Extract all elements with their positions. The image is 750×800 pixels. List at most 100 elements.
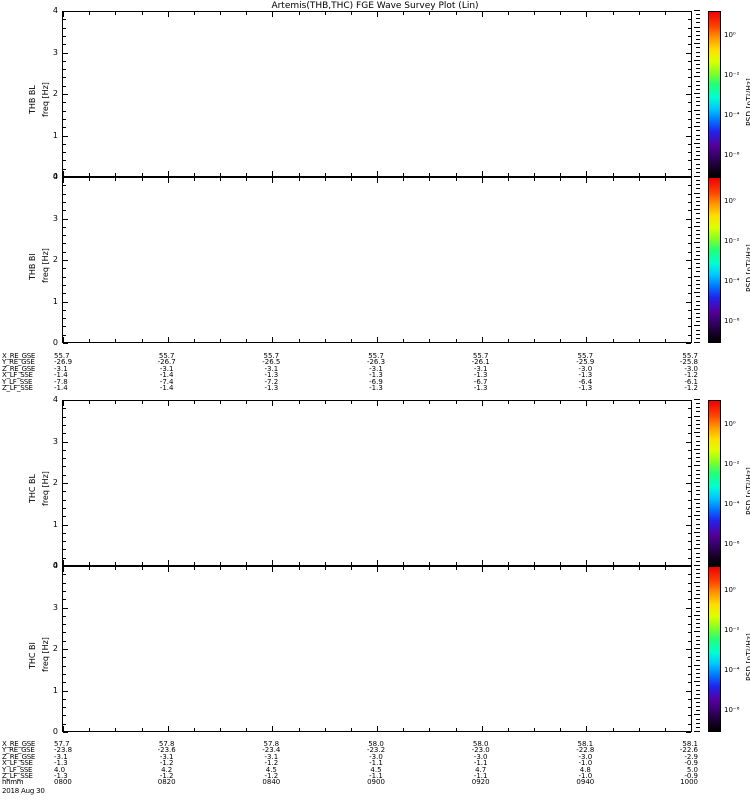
x-tick-minor-top	[324, 12, 326, 15]
x-tick-minor	[298, 728, 300, 731]
colorbar-tick-minor	[696, 39, 700, 41]
colorbar-tick-minor	[696, 155, 700, 157]
x-tick-minor	[220, 339, 221, 342]
y-tick-major-right	[686, 441, 691, 443]
y-tick-minor-right	[688, 491, 691, 493]
x-tick-minor-top	[220, 12, 221, 15]
panel-thb-bl[interactable]	[62, 11, 692, 178]
tick-label-value: -23.8	[54, 746, 73, 755]
y-tick-major	[63, 11, 68, 12]
x-tick-minor-top	[455, 12, 457, 15]
y-tick-major-right	[686, 607, 691, 609]
tick-label-value: -23.6	[157, 746, 176, 755]
colorbar-tick-minor	[696, 113, 700, 115]
tick-label-row: X_RE_GSE 55.7 55.7 55.7 55.7 55.7 55.7 55.7	[0, 352, 750, 360]
tick-label-value: -3.0	[684, 364, 698, 373]
colorbar-tick-minor	[696, 337, 700, 339]
y-tick-label: 2	[52, 644, 58, 653]
colorbar-tick-major	[694, 565, 700, 566]
x-tick-minor-top	[534, 178, 535, 181]
colorbar-tick-minor	[696, 643, 700, 645]
panel-thc-bl[interactable]	[62, 400, 692, 567]
y-tick-minor	[63, 185, 66, 187]
colorbar-tick-major	[694, 292, 700, 294]
colorbar-tick-major	[694, 448, 700, 450]
colorbar-tick-major	[694, 432, 700, 434]
y-tick-minor	[63, 491, 66, 493]
y-tick-minor-right	[688, 582, 691, 584]
tick-label-value: -1.1	[473, 771, 488, 780]
colorbar-tick-minor	[696, 419, 700, 421]
tick-label-row-name: Z_RE_GSE	[2, 364, 35, 373]
colorbar-tick-major	[694, 581, 700, 583]
y-tick-label: 3	[52, 436, 58, 446]
colorbar-tick-major	[694, 259, 700, 260]
x-tick-minor	[664, 728, 666, 731]
y-tick-minor-right	[688, 334, 691, 336]
y-tick-minor	[63, 632, 66, 634]
tick-label-value: -1.3	[473, 383, 488, 392]
tick-label-value: -6.4	[578, 377, 593, 386]
y-tick-minor-right	[688, 549, 691, 551]
tick-label-value: -1.3	[473, 371, 488, 380]
colorbar-tick-label: 10⁻⁶	[724, 316, 740, 325]
panel-thb-bi[interactable]	[62, 177, 692, 344]
x-tick-minor	[534, 339, 535, 342]
x-tick-minor-top	[298, 567, 300, 570]
colorbar-tick-minor	[696, 138, 700, 140]
colorbar-tick-major	[694, 731, 700, 732]
x-tick-minor-top	[89, 12, 91, 15]
colorbar-tick-label: 10⁰	[724, 420, 736, 429]
y-tick-minor	[63, 201, 66, 203]
y-tick-minor-right	[688, 574, 691, 576]
colorbar-tick-minor	[696, 677, 700, 679]
tick-label-value: -23.2	[366, 746, 386, 755]
x-tick-minor-top	[350, 401, 352, 404]
tick-label-value: 55.7	[263, 352, 280, 360]
y-tick-minor	[63, 549, 66, 551]
colorbar-tick-major	[694, 664, 700, 666]
colorbar-tick-minor	[696, 234, 700, 236]
y-tick-label: 1	[52, 296, 58, 306]
colorbar-tick-label: 10⁰	[724, 197, 736, 206]
x-tick-minor-top	[429, 401, 431, 404]
x-tick-minor	[141, 339, 143, 342]
x-tick-minor	[429, 173, 431, 176]
x-tick-major-top	[586, 178, 588, 183]
x-tick-minor-top	[612, 178, 614, 181]
colorbar-tick-minor	[696, 267, 700, 269]
tick-label-value: 4.0	[54, 765, 66, 774]
tick-label-value: -23.0	[471, 746, 490, 755]
x-tick-major-top	[377, 178, 378, 183]
x-tick-major	[377, 337, 378, 342]
x-tick-minor	[429, 339, 431, 342]
x-tick-major-top	[167, 567, 169, 572]
x-tick-major-top	[63, 567, 64, 572]
panel-thc-bi[interactable]	[62, 566, 692, 733]
y-tick-minor-right	[688, 624, 691, 626]
y-tick-minor	[63, 582, 66, 584]
tick-label-value: -6.7	[473, 377, 488, 386]
colorbar-tick-minor	[696, 229, 700, 231]
y-tick-label: 4	[52, 561, 58, 570]
x-tick-major-top	[377, 401, 378, 406]
colorbar-tick-major	[694, 225, 700, 227]
tick-label-row-name: Y_LF_SSE	[2, 765, 33, 774]
colorbar-tick-major	[694, 342, 700, 343]
tick-label-row: hhmm 0800 0820 0840 0900 0920 0940 1000	[0, 779, 750, 786]
colorbar-tick-major	[694, 399, 700, 400]
x-tick-minor	[89, 562, 91, 565]
x-tick-minor-top	[664, 12, 666, 15]
x-tick-minor	[89, 339, 91, 342]
x-tick-major	[586, 337, 588, 342]
x-tick-major	[63, 560, 64, 565]
colorbar-tick-minor	[696, 540, 700, 542]
x-tick-minor	[455, 173, 457, 176]
tick-label-row: Y_LF_SSE 4.0 4.2 4.5 4.5 4.7 4.8 5.0	[0, 765, 750, 774]
x-tick-minor	[507, 339, 509, 342]
colorbar-tick-major	[694, 631, 700, 633]
y-tick-minor	[63, 665, 66, 667]
x-tick-minor-top	[638, 178, 640, 181]
colorbar-tick-minor	[696, 304, 700, 306]
x-tick-minor	[534, 173, 535, 176]
